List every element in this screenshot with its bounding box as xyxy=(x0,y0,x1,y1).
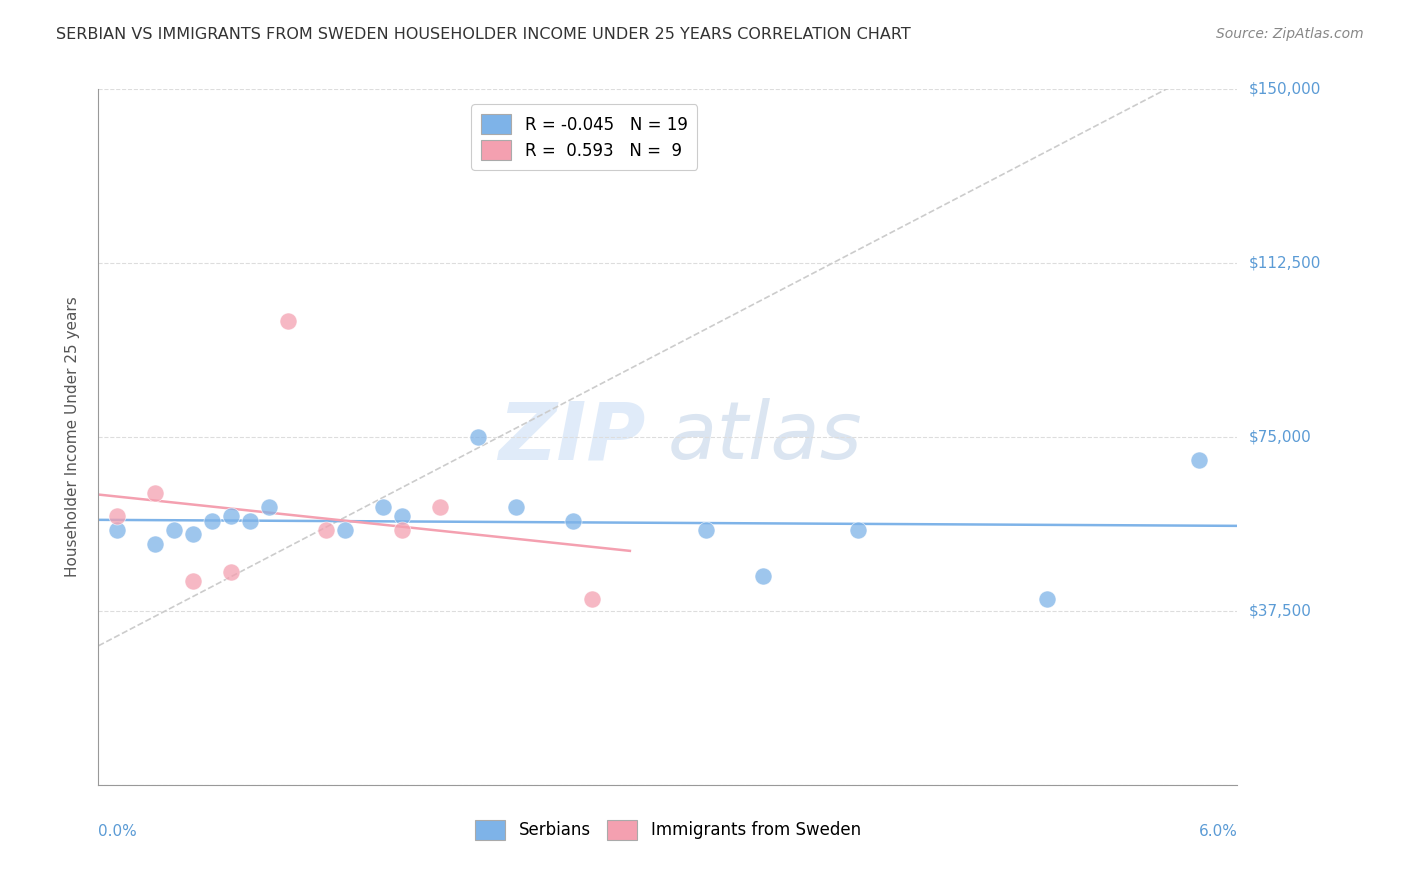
Text: $150,000: $150,000 xyxy=(1249,82,1320,96)
Point xyxy=(183,574,205,588)
Point xyxy=(695,523,717,537)
Text: ZIP: ZIP xyxy=(498,398,645,476)
Point xyxy=(277,314,299,328)
Point xyxy=(429,500,451,514)
Point xyxy=(391,523,413,537)
Point xyxy=(107,508,129,523)
Point xyxy=(221,508,243,523)
Text: $112,500: $112,500 xyxy=(1249,256,1320,270)
Point xyxy=(315,523,337,537)
Text: 0.0%: 0.0% xyxy=(98,824,138,838)
Point xyxy=(145,537,167,551)
Point xyxy=(259,500,281,514)
Text: SERBIAN VS IMMIGRANTS FROM SWEDEN HOUSEHOLDER INCOME UNDER 25 YEARS CORRELATION : SERBIAN VS IMMIGRANTS FROM SWEDEN HOUSEH… xyxy=(56,27,911,42)
Point xyxy=(163,523,186,537)
Point xyxy=(581,592,603,607)
Point xyxy=(846,523,869,537)
Point xyxy=(391,508,413,523)
Legend: Serbians, Immigrants from Sweden: Serbians, Immigrants from Sweden xyxy=(468,814,868,847)
Text: Source: ZipAtlas.com: Source: ZipAtlas.com xyxy=(1216,27,1364,41)
Point xyxy=(145,485,167,500)
Text: 6.0%: 6.0% xyxy=(1198,824,1237,838)
Point xyxy=(1188,453,1211,467)
Point xyxy=(371,500,394,514)
Point xyxy=(1036,592,1059,607)
Point xyxy=(467,430,489,444)
Text: atlas: atlas xyxy=(668,398,863,476)
Point xyxy=(505,500,527,514)
Point xyxy=(239,514,262,528)
Point xyxy=(752,569,775,583)
Point xyxy=(221,565,243,579)
Text: $75,000: $75,000 xyxy=(1249,430,1312,444)
Point xyxy=(107,523,129,537)
Y-axis label: Householder Income Under 25 years: Householder Income Under 25 years xyxy=(65,297,80,577)
Point xyxy=(201,514,224,528)
Point xyxy=(183,527,205,541)
Point xyxy=(335,523,357,537)
Point xyxy=(562,514,585,528)
Text: $37,500: $37,500 xyxy=(1249,604,1312,618)
